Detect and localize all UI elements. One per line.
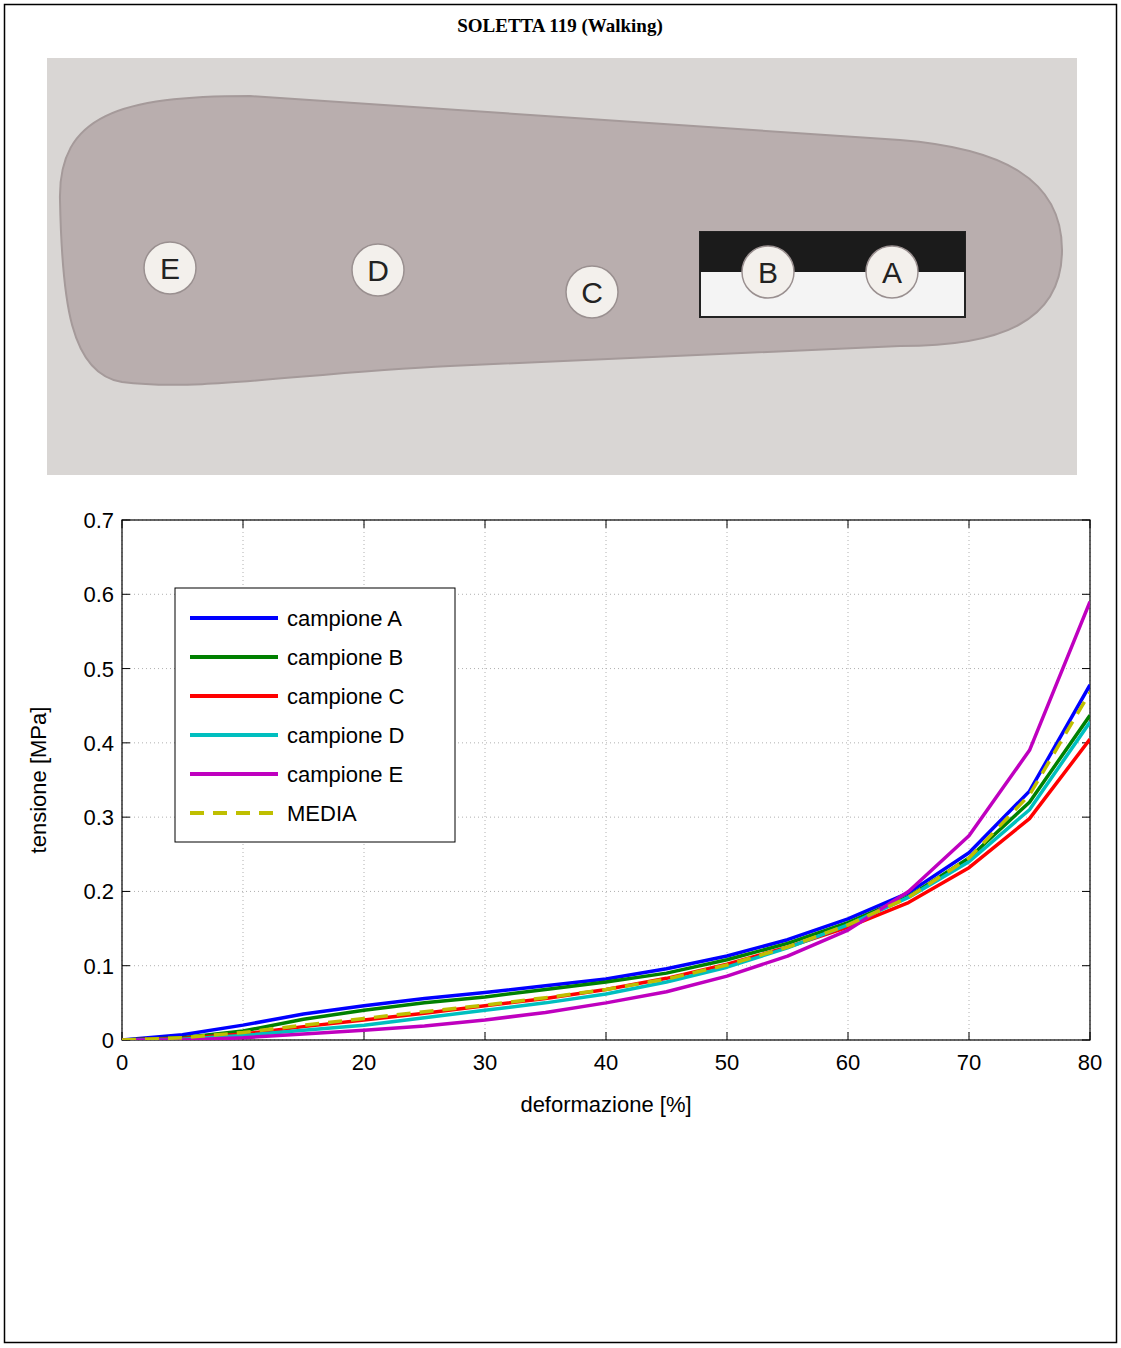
sample-label: A bbox=[882, 256, 902, 289]
tick-label: 0.1 bbox=[83, 954, 114, 979]
tick bbox=[122, 891, 130, 892]
sticker bbox=[700, 232, 965, 317]
tick bbox=[1082, 891, 1090, 892]
tick bbox=[122, 965, 130, 966]
tick bbox=[122, 594, 130, 595]
tick-label: 80 bbox=[1078, 1050, 1102, 1075]
legend-swatch bbox=[190, 655, 278, 659]
sample-label: C bbox=[581, 276, 603, 309]
tick-label: 40 bbox=[594, 1050, 618, 1075]
tick bbox=[606, 520, 607, 528]
sample-spot bbox=[144, 242, 196, 294]
tick bbox=[1082, 965, 1090, 966]
x-axis-title: deformazione [%] bbox=[520, 1092, 691, 1117]
tick-label: 10 bbox=[231, 1050, 255, 1075]
tick bbox=[485, 520, 486, 528]
tick bbox=[848, 1032, 849, 1040]
legend-swatch bbox=[190, 811, 278, 815]
tick-label: 70 bbox=[957, 1050, 981, 1075]
sample-label: D bbox=[367, 254, 389, 287]
grid-line bbox=[848, 520, 849, 1040]
tick-label: 0.5 bbox=[83, 657, 114, 682]
legend-label: campione D bbox=[287, 723, 404, 748]
sample-spot bbox=[866, 246, 918, 298]
tick bbox=[243, 520, 244, 528]
tick bbox=[1082, 594, 1090, 595]
grid-line bbox=[485, 520, 486, 1040]
tick-label: 0.2 bbox=[83, 879, 114, 904]
tick bbox=[364, 1032, 365, 1040]
insole-photo: EDCBA bbox=[47, 58, 1077, 475]
grid-line bbox=[727, 520, 728, 1040]
sample-label: B bbox=[758, 256, 778, 289]
sticker-band bbox=[700, 232, 965, 272]
sample-spot bbox=[566, 266, 618, 318]
title: SOLETTA 119 (Walking) bbox=[457, 15, 663, 37]
sample-spot bbox=[352, 244, 404, 296]
plot-area bbox=[122, 520, 1090, 1040]
tick-label: 0.3 bbox=[83, 805, 114, 830]
tick-label: 60 bbox=[836, 1050, 860, 1075]
insole bbox=[60, 96, 1062, 385]
legend-label: MEDIA bbox=[287, 801, 357, 826]
legend-label: campione A bbox=[287, 606, 402, 631]
tick-label: 0 bbox=[116, 1050, 128, 1075]
sample-spot bbox=[742, 246, 794, 298]
frame bbox=[5, 5, 1117, 1343]
tick-label: 50 bbox=[715, 1050, 739, 1075]
sample-label: E bbox=[160, 252, 180, 285]
tick bbox=[1082, 668, 1090, 669]
tick bbox=[848, 520, 849, 528]
grid-line bbox=[969, 520, 970, 1040]
legend-swatch bbox=[190, 772, 278, 776]
tick bbox=[122, 668, 130, 669]
legend-label: campione E bbox=[287, 762, 403, 787]
tick bbox=[969, 520, 970, 528]
tick bbox=[727, 1032, 728, 1040]
tick bbox=[122, 817, 130, 818]
grid-line bbox=[122, 965, 1090, 966]
tick-label: 0 bbox=[102, 1028, 114, 1053]
tick bbox=[969, 1032, 970, 1040]
tick bbox=[364, 520, 365, 528]
tick bbox=[122, 742, 130, 743]
legend: campione A campione B campione C campione D… bbox=[175, 588, 455, 842]
tick-label: 30 bbox=[473, 1050, 497, 1075]
grid-line bbox=[122, 891, 1090, 892]
tick-label: 20 bbox=[352, 1050, 376, 1075]
tick bbox=[606, 1032, 607, 1040]
legend-label: campione C bbox=[287, 684, 405, 709]
legend-swatch bbox=[190, 694, 278, 698]
legend-box bbox=[175, 588, 455, 842]
grid bbox=[122, 520, 1090, 1040]
legend-swatch bbox=[190, 733, 278, 737]
legend-label: campione B bbox=[287, 645, 403, 670]
legend-swatch bbox=[190, 616, 278, 620]
tick-label: 0.6 bbox=[83, 582, 114, 607]
photo-background bbox=[47, 58, 1077, 475]
tick bbox=[727, 520, 728, 528]
axes: 0 10 20 30 40 50 60 70 80 0 0.1 0.2 0.3 0.4 0.5 0.6 0.7 bbox=[83, 508, 1102, 1075]
plot-frame bbox=[122, 520, 1090, 1040]
tick-label: 0.4 bbox=[83, 731, 114, 756]
tick-label: 0.7 bbox=[83, 508, 114, 533]
grid-line bbox=[606, 520, 607, 1040]
figure: SOLETTA 119 (Walking) E D C B A 0 10 20 30 40 50 60 7… bbox=[0, 0, 1121, 1348]
tick bbox=[1082, 817, 1090, 818]
y-axis-title: tensione [MPa] bbox=[26, 707, 51, 854]
tick bbox=[485, 1032, 486, 1040]
